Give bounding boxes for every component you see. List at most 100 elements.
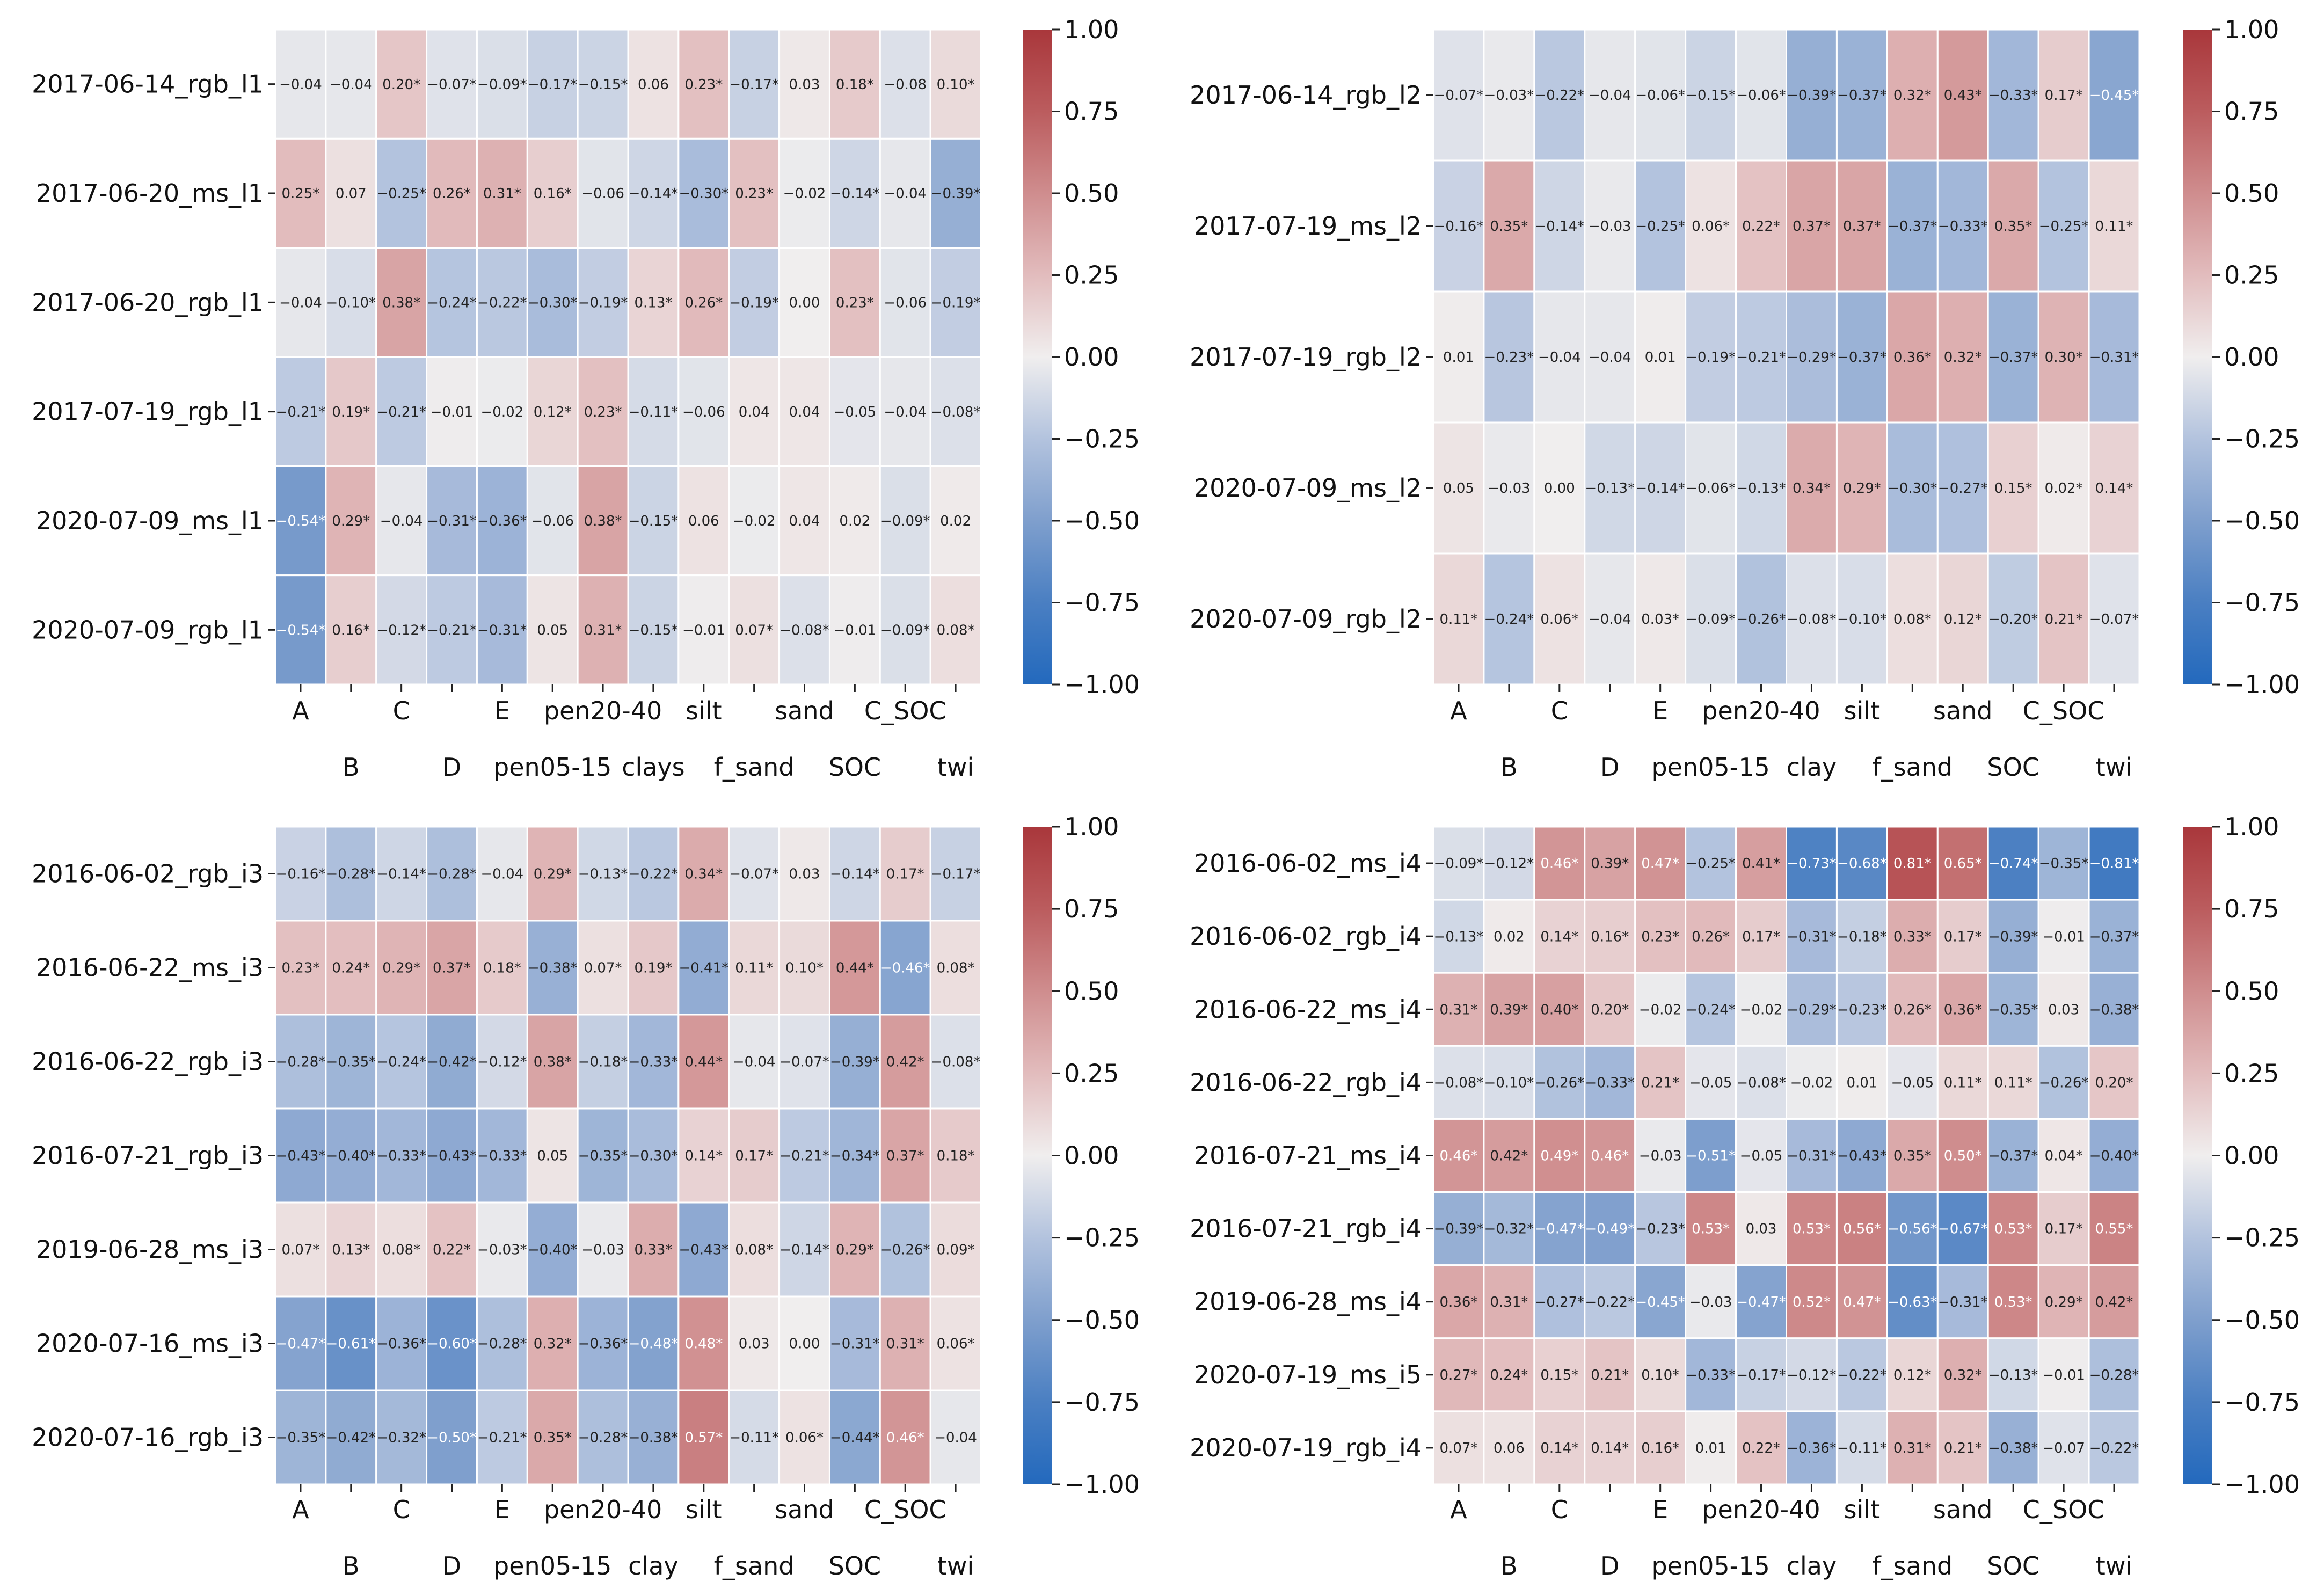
- x-tick-label: clay: [1787, 753, 1837, 782]
- x-tick-label: SOC: [1987, 1551, 2039, 1580]
- colorbar-tick-label: 0.75: [2224, 894, 2279, 923]
- heatmap-cell-label: −0.14*: [1635, 480, 1685, 497]
- heatmap-cell-label: −0.06*: [1686, 480, 1736, 497]
- colorbar-tick-label: −0.75: [1064, 588, 1140, 617]
- heatmap-cell-label: 0.08*: [937, 960, 975, 976]
- heatmap-cell-label: −0.11*: [629, 404, 679, 420]
- heatmap-cell-label: 0.06*: [1540, 611, 1578, 628]
- heatmap-cell-label: −0.16*: [1434, 218, 1484, 235]
- heatmap-cell-label: 0.14*: [1540, 1440, 1578, 1456]
- heatmap-cell-label: 0.31*: [1490, 1294, 1528, 1310]
- heatmap-cell-label: −0.14*: [629, 186, 679, 202]
- x-tick-label: D: [1600, 1551, 1619, 1580]
- heatmap-cell-label: −0.15*: [629, 622, 679, 638]
- colorbar: [1023, 30, 1052, 684]
- colorbar-tick-label: 1.00: [1064, 812, 1119, 841]
- heatmap-cell-label: −0.28*: [578, 1430, 628, 1446]
- colorbar-tick-label: 1.00: [2224, 812, 2279, 841]
- heatmap-cell-label: −0.50*: [427, 1430, 477, 1446]
- heatmap-cell-label: −0.51*: [1686, 1148, 1736, 1164]
- heatmap-cell-label: 0.23*: [735, 186, 773, 202]
- colorbar-tick-label: 0.25: [1064, 261, 1119, 290]
- heatmap-cell-label: −0.08*: [1787, 611, 1837, 628]
- colorbar-tick-label: 0.00: [1064, 1141, 1119, 1170]
- heatmap-cell-label: −0.20*: [1988, 611, 2038, 628]
- heatmap-cell-label: 0.44*: [836, 960, 874, 976]
- heatmap-cell-label: −0.24*: [1686, 1002, 1736, 1018]
- heatmap-cell-label: 0.08*: [382, 1242, 420, 1258]
- heatmap-cell-label: 0.35*: [1490, 218, 1528, 235]
- heatmap-cell-label: 0.23*: [1641, 929, 1679, 945]
- heatmap-cell-label: −0.25*: [1635, 218, 1685, 235]
- heatmap-cell-label: −0.37*: [1988, 349, 2038, 366]
- colorbar-tick-label: −1.00: [2224, 1470, 2300, 1499]
- colorbar-tick-label: −0.25: [2224, 425, 2300, 454]
- heatmap-cell-label: −0.43*: [427, 1148, 477, 1164]
- heatmap-cell-label: −0.35*: [1988, 1002, 2038, 1018]
- heatmap-cell-label: −0.74*: [1988, 856, 2038, 872]
- colorbar-tick-label: −0.25: [1064, 425, 1140, 454]
- heatmap-cell-label: 0.40*: [1540, 1002, 1578, 1018]
- heatmap-cell-label: −0.02: [481, 404, 524, 420]
- heatmap-panel-top-left: −0.04 −0.04 0.20* −0.07* −0.09* −0.17* −0.15* 0…: [32, 15, 1140, 782]
- heatmap-cell-label: 0.06*: [785, 1430, 824, 1446]
- heatmap-cell-label: 0.39*: [1591, 856, 1629, 872]
- heatmap-cell-label: 0.03: [789, 866, 820, 883]
- colorbar-tick-label: −0.75: [1064, 1388, 1140, 1417]
- heatmap-cell-label: 0.03: [789, 77, 820, 93]
- heatmap-cell-label: 0.23*: [584, 404, 622, 420]
- heatmap-cell-label: −0.48*: [629, 1336, 679, 1352]
- heatmap-cell-label: −0.40*: [326, 1148, 376, 1164]
- heatmap-cell-label: −0.36*: [578, 1336, 628, 1352]
- heatmap-cell-label: 0.29*: [332, 513, 370, 529]
- colorbar-tick-label: −0.75: [2224, 588, 2300, 617]
- heatmap-cell-label: 0.36*: [1944, 1002, 1982, 1018]
- heatmap-cell-label: 0.16*: [534, 186, 572, 202]
- heatmap-cell-label: −0.06: [682, 404, 725, 420]
- heatmap-cell-label: 0.10*: [785, 960, 824, 976]
- heatmap-cell-label: −0.21*: [477, 1430, 527, 1446]
- heatmap-cell-label: −0.08*: [779, 622, 829, 638]
- heatmap-cell-label: −0.04: [1589, 349, 1631, 366]
- heatmap-cell-label: −0.05: [1891, 1075, 1934, 1091]
- x-tick-label: B: [343, 753, 360, 782]
- heatmap-cell-label: 0.55*: [2095, 1221, 2133, 1237]
- heatmap-cell-label: −0.01: [2042, 1367, 2085, 1383]
- heatmap-cell-label: 0.07*: [735, 622, 773, 638]
- heatmap-cell-label: 0.31*: [1893, 1440, 1932, 1456]
- heatmap-cell-label: −0.03: [1589, 218, 1631, 235]
- heatmap-cell-label: 0.14*: [2095, 480, 2133, 497]
- heatmap-cell-label: −0.04: [330, 77, 373, 93]
- heatmap-cell-label: −0.33*: [1585, 1075, 1635, 1091]
- x-tick-label: A: [1450, 696, 1467, 725]
- y-tick-label: 2017-07-19_ms_l2: [1194, 212, 1422, 241]
- heatmap-cell-label: 0.18*: [937, 1148, 975, 1164]
- heatmap-cell-label: 0.00: [1544, 480, 1575, 497]
- heatmap-cell-label: −0.37*: [1888, 218, 1937, 235]
- heatmap-cell-label: 0.22*: [1742, 1440, 1780, 1456]
- heatmap-cell-label: 0.05: [537, 1148, 568, 1164]
- heatmap-cell-label: −0.22*: [629, 866, 679, 883]
- heatmap-cell-label: 0.37*: [1793, 218, 1831, 235]
- heatmap-cell-label: −0.28*: [276, 1054, 326, 1070]
- heatmap-cell-label: 0.26*: [1893, 1002, 1932, 1018]
- heatmap-cell-label: 0.41*: [1742, 856, 1780, 872]
- heatmap-cell-label: −0.13*: [578, 866, 628, 883]
- y-tick-label: 2020-07-09_rgb_l2: [1190, 604, 1422, 633]
- heatmap-cell-label: 0.07: [336, 186, 367, 202]
- heatmap-cell-label: −0.27*: [1938, 480, 1988, 497]
- heatmap-cell-label: −0.39*: [1988, 929, 2038, 945]
- heatmap-cell-label: −0.14*: [779, 1242, 829, 1258]
- x-tick-label: f_sand: [1872, 753, 1953, 782]
- heatmap-cell-label: −0.04: [279, 77, 322, 93]
- colorbar-tick-label: 0.00: [1064, 342, 1119, 371]
- heatmap-cell-label: 0.48*: [684, 1336, 723, 1352]
- y-tick-label: 2017-07-19_rgb_l2: [1190, 342, 1422, 371]
- heatmap-cell-label: −0.54*: [276, 513, 326, 529]
- heatmap-cell-label: 0.43*: [1944, 88, 1982, 104]
- heatmap-cell-label: 0.14*: [1540, 929, 1578, 945]
- heatmap-cell-label: −0.02: [1790, 1075, 1833, 1091]
- colorbar-tick-label: 0.00: [2224, 1141, 2279, 1170]
- heatmap-cell-label: −0.39*: [931, 186, 981, 202]
- heatmap-cell-label: 0.10*: [937, 77, 975, 93]
